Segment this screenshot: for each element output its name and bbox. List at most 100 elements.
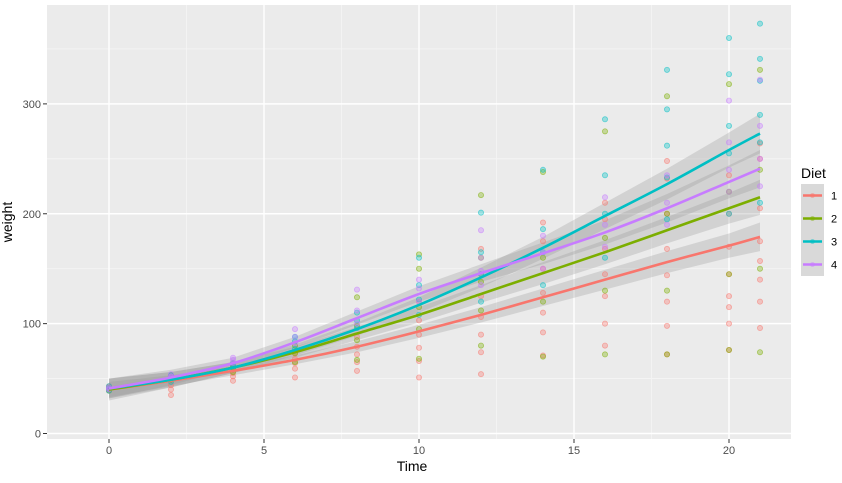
point-diet-1 <box>540 219 547 226</box>
point-diet-3 <box>757 199 764 206</box>
point-diet-4 <box>291 326 298 333</box>
point-diet-2 <box>540 254 547 261</box>
point-diet-1 <box>229 377 236 384</box>
point-diet-1 <box>291 365 298 372</box>
point-diet-4 <box>664 199 671 206</box>
point-diet-1 <box>757 258 764 265</box>
point-diet-3 <box>664 174 671 181</box>
point-diet-1 <box>602 199 609 206</box>
legend: Diet 1 2 3 4 <box>801 165 837 276</box>
point-diet-1 <box>540 329 547 336</box>
point-diet-2 <box>540 169 547 176</box>
x-tick-label: 20 <box>723 445 735 457</box>
point-diet-4 <box>726 166 733 173</box>
point-diet-2 <box>757 265 764 272</box>
point-diet-1 <box>664 322 671 329</box>
point-diet-2 <box>602 234 609 241</box>
point-diet-1 <box>477 331 484 338</box>
point-diet-3 <box>477 209 484 216</box>
point-diet-2 <box>477 192 484 199</box>
point-diet-4 <box>602 221 609 228</box>
point-diet-1 <box>602 342 609 349</box>
point-diet-3 <box>726 122 733 129</box>
point-diet-1 <box>757 276 764 283</box>
x-tick-label: 0 <box>106 445 112 457</box>
point-diet-1 <box>167 392 174 399</box>
point-diet-4 <box>540 265 547 272</box>
point-diet-4 <box>602 243 609 250</box>
point-diet-3 <box>415 296 422 303</box>
point-diet-2 <box>664 93 671 100</box>
point-diet-4 <box>229 354 236 361</box>
axis-ticks <box>43 103 730 443</box>
point-diet-2 <box>726 271 733 278</box>
point-diet-1 <box>602 320 609 327</box>
point-diet-1 <box>477 349 484 356</box>
point-diet-2 <box>602 128 609 135</box>
smooth-lines <box>108 132 761 391</box>
point-diet-2 <box>540 298 547 305</box>
point-diet-2 <box>664 351 671 358</box>
point-diet-3 <box>757 55 764 62</box>
point-diet-3 <box>415 254 422 261</box>
point-diet-3 <box>664 106 671 113</box>
legend-label-diet-1: 1 <box>831 191 837 203</box>
point-diet-3 <box>602 254 609 261</box>
point-diet-4 <box>477 282 484 289</box>
point-diet-3 <box>726 34 733 41</box>
legend-key-point-diet-1 <box>810 193 815 198</box>
point-diet-3 <box>477 298 484 305</box>
point-diet-4 <box>602 194 609 201</box>
point-diet-4 <box>757 155 764 162</box>
smooth-line-diet-3 <box>108 132 761 390</box>
legend-keys: 1 2 3 4 <box>801 184 837 276</box>
point-diet-1 <box>726 320 733 327</box>
point-diet-3 <box>726 71 733 78</box>
point-diet-4 <box>291 333 298 340</box>
point-diet-2 <box>757 66 764 73</box>
point-diet-4 <box>726 188 733 195</box>
point-diet-4 <box>353 320 360 327</box>
point-diet-3 <box>602 172 609 179</box>
point-diet-1 <box>415 357 422 364</box>
point-diet-4 <box>664 221 671 228</box>
point-diet-2 <box>726 347 733 354</box>
point-diet-1 <box>477 371 484 378</box>
point-diet-1 <box>353 359 360 366</box>
x-tick-label: 15 <box>568 445 580 457</box>
point-diet-1 <box>664 245 671 252</box>
point-diet-3 <box>540 166 547 173</box>
point-diet-2 <box>602 351 609 358</box>
point-diet-4 <box>415 285 422 292</box>
point-diet-2 <box>664 210 671 217</box>
point-diet-1 <box>757 298 764 305</box>
smooth-line-diet-4 <box>108 167 761 390</box>
point-diet-2 <box>664 287 671 294</box>
point-diet-4 <box>477 227 484 234</box>
point-diet-2 <box>353 337 360 344</box>
legend-label-diet-2: 2 <box>831 214 837 226</box>
point-diet-4 <box>726 139 733 146</box>
point-diet-1 <box>726 293 733 300</box>
point-diet-1 <box>664 272 671 279</box>
point-diet-1 <box>726 304 733 311</box>
point-diet-3 <box>664 142 671 149</box>
point-diet-3 <box>664 216 671 223</box>
point-diet-4 <box>757 122 764 129</box>
point-diet-3 <box>664 66 671 73</box>
point-diet-1 <box>757 238 764 245</box>
point-diet-4 <box>415 276 422 283</box>
point-diet-1 <box>540 309 547 316</box>
point-diet-1 <box>415 374 422 381</box>
point-diet-4 <box>664 172 671 179</box>
point-diet-1 <box>415 344 422 351</box>
point-diet-1 <box>353 367 360 374</box>
point-diet-3 <box>540 282 547 289</box>
point-diet-3 <box>477 249 484 256</box>
point-diet-1 <box>353 351 360 358</box>
y-tick-label: 300 <box>23 99 41 111</box>
point-diet-3 <box>353 309 360 316</box>
point-diet-2 <box>726 81 733 88</box>
